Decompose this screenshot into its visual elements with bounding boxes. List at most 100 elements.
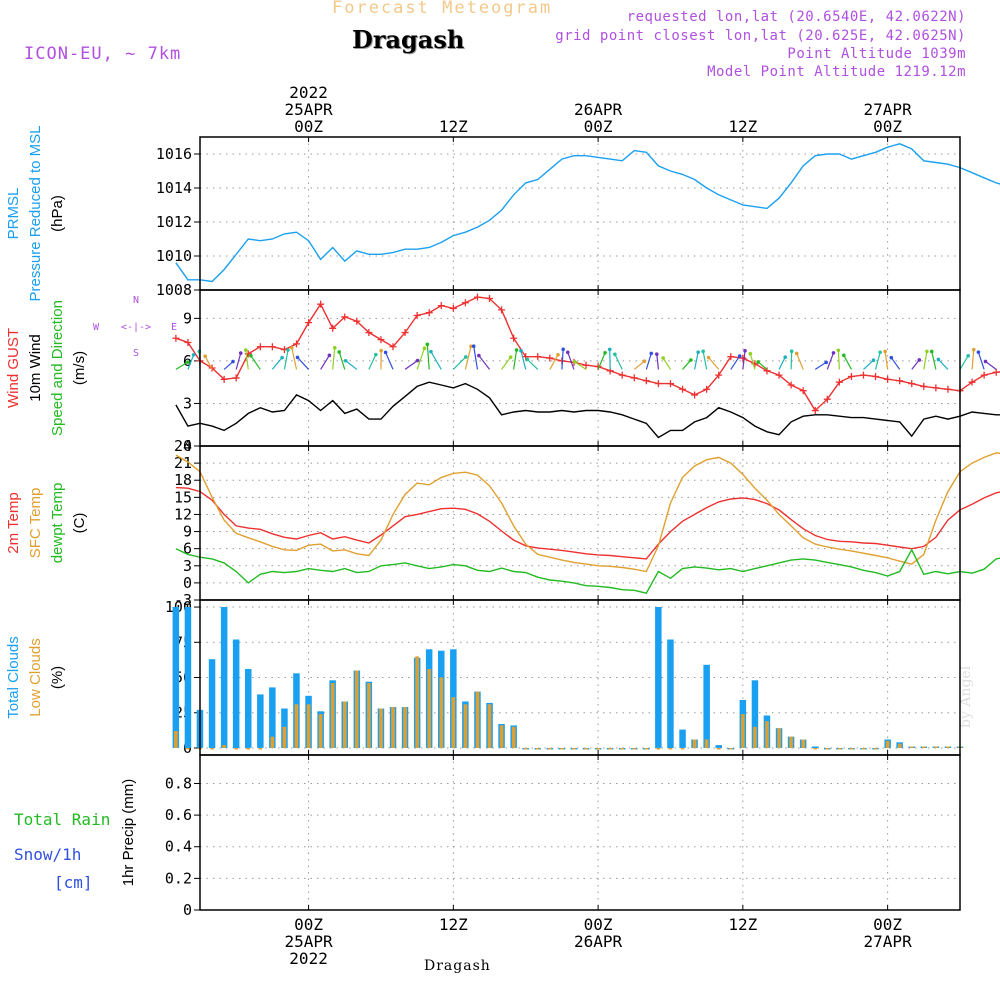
clouds-bar-1-15: [355, 670, 359, 748]
wind-arrow-head-20: [422, 346, 427, 351]
bottom-time-label-4-1: 27APR: [864, 932, 913, 951]
wind-arrow-head-54: [831, 351, 836, 355]
clouds-bar-1-5: [234, 748, 238, 750]
wind-arrow-46: [730, 355, 741, 370]
wind-arrow-head-52: [794, 351, 799, 356]
clouds-bar-1-26: [487, 704, 492, 748]
wind-arrow-head-31: [556, 352, 560, 357]
wind-gust-marker-7: [256, 343, 264, 351]
temperature-ytick-label-5: 12: [174, 505, 192, 523]
wind-gust-marker-68: [992, 368, 1000, 376]
wind-gust-marker-25: [473, 293, 481, 301]
wind-arrow-head-42: [689, 358, 693, 362]
wind-gust-marker-48: [751, 360, 759, 368]
wind-gust-marker-63: [932, 384, 940, 392]
clouds-bar-1-12: [318, 714, 323, 748]
wind-arrow-55: [837, 350, 840, 370]
wind-gust-marker-44: [703, 385, 711, 393]
clouds-bar-1-21: [427, 669, 431, 748]
wind-arrow-head-34: [572, 360, 577, 364]
wind-arrow-31: [549, 354, 559, 370]
wind-gust-marker-60: [896, 377, 904, 385]
wind-arrow-head-68: [983, 359, 988, 364]
clouds-frame: [199, 599, 961, 756]
wind-arrow-64: [937, 359, 949, 370]
wind-gust-marker-66: [968, 378, 976, 386]
clouds-bar-1-34: [584, 748, 588, 750]
wind-gust-marker-54: [823, 395, 831, 403]
clouds-bar-1-32: [560, 748, 564, 750]
wind-arrow-head-35: [603, 351, 607, 355]
wind-arrow-head-9: [286, 348, 290, 352]
compass-s: S: [133, 348, 139, 359]
clouds-bar-1-35: [596, 748, 600, 750]
temperature-ytick-label-6: 15: [174, 488, 192, 506]
clouds-bar-1-28: [511, 726, 516, 748]
wind-arrow-head-30: [525, 357, 530, 362]
precip-ytick-label-4: 0.8: [165, 774, 192, 792]
clouds-bar-0-6: [245, 669, 252, 748]
clouds-bar-1-31: [548, 748, 552, 750]
wind-arrow-head-44: [701, 349, 705, 354]
wind-arrow-52: [796, 353, 804, 370]
clouds-bar-1-43: [692, 739, 697, 748]
top-time-label-3-0: 12Z: [728, 117, 757, 136]
precip-ytick-label-0: 0: [183, 901, 192, 919]
wind-arrow-head-15: [343, 358, 348, 363]
clouds-bar-0-8: [269, 687, 276, 748]
wind-arrow-15: [345, 360, 358, 370]
clouds-bar-1-25: [475, 691, 480, 748]
wind-arrow-head-0: [186, 360, 190, 364]
bottom-time-label-4-0: 00Z: [873, 915, 902, 934]
wind-arrow-32: [561, 349, 564, 370]
wind-arrow-5: [235, 352, 242, 370]
clouds-bar-1-24: [463, 704, 468, 748]
wind-arrow-28: [513, 349, 518, 370]
wind-arrow-head-5: [238, 351, 243, 355]
wind-gust-marker-15: [353, 317, 361, 325]
wind-gust-marker-4: [220, 375, 228, 383]
temperature-ytick-label-0: -3: [174, 591, 192, 609]
wind-arrow-56: [843, 355, 852, 370]
clouds-bar-1-13: [330, 683, 335, 748]
wind-arrow-11: [297, 357, 310, 370]
wind-gust-marker-57: [859, 371, 867, 379]
wind-gust-marker-13: [329, 324, 337, 332]
wind-ytick-label-0: 0: [183, 437, 192, 455]
temperature-ylabel-2: dewpt Temp: [49, 483, 66, 564]
wind-arrow-head-61: [917, 358, 922, 362]
wind-arrow-13: [332, 347, 336, 370]
pressure-ylabel-2: (hPa): [49, 195, 66, 232]
clouds-bar-1-33: [572, 748, 576, 750]
wind-arrow-head-14: [337, 350, 341, 354]
bottom-time-label-0-1: 25APR: [284, 932, 333, 951]
location-title: Dragash: [352, 25, 465, 54]
wind-arrow-head-37: [613, 352, 617, 357]
clouds-bar-1-64: [946, 746, 950, 748]
wind-gust-marker-22: [437, 302, 445, 310]
wind-gust-marker-30: [534, 353, 542, 361]
clouds-bar-1-22: [439, 677, 444, 748]
clouds-bar-1-30: [536, 748, 540, 750]
wind-gust-marker-19: [401, 329, 409, 337]
wind-arrow-24: [464, 346, 472, 370]
wind-arrow-66: [971, 349, 975, 370]
clouds-bar-0-3: [208, 659, 216, 748]
wind-gust-marker-46: [727, 353, 735, 361]
model-label: ICON-EU, ~ 7km: [24, 44, 182, 64]
wind-arrow-57: [863, 359, 874, 370]
wind-arrow-head-57: [871, 358, 876, 363]
clouds-bar-1-50: [777, 728, 781, 748]
chart-title: Forecast Meteogram: [332, 0, 553, 18]
clouds-bar-1-9: [282, 726, 287, 748]
wind-arrow-47: [742, 350, 746, 370]
panel-pressure: 1008 1010 1012 1014 1016 PRMSL Pressure Reduce…: [5, 126, 1000, 301]
clouds-bar-0-44: [703, 664, 710, 748]
wind-gust-marker-37: [618, 371, 626, 379]
wind-arrow-19: [404, 360, 418, 370]
wind-gust-marker-43: [691, 391, 699, 399]
clouds-bar-1-44: [704, 739, 709, 748]
wind-arrow-26: [478, 355, 490, 370]
